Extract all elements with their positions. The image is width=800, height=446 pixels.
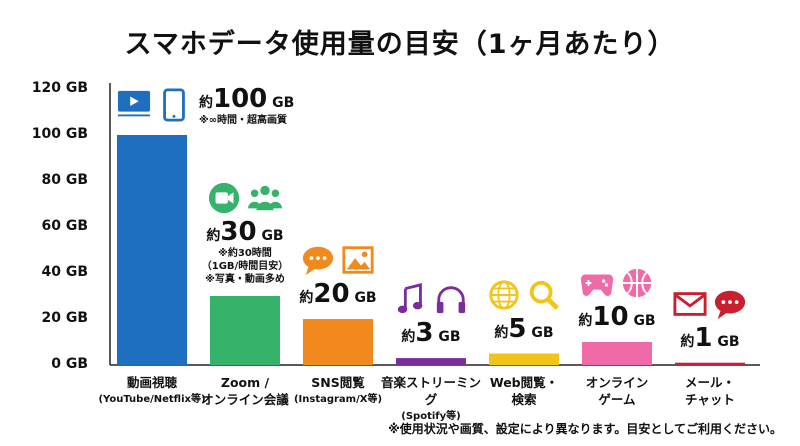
value-number: 20 bbox=[313, 279, 350, 309]
music-note-icon bbox=[397, 283, 423, 314]
x-tick-label: 音楽ストリーミング (Spotify等) bbox=[376, 374, 486, 425]
data-value: 約10 GB bbox=[547, 302, 687, 332]
category-sublabel: 検索 bbox=[511, 392, 537, 407]
data-label: 約3 GB bbox=[361, 282, 501, 348]
chat-bubble-icon bbox=[302, 246, 334, 276]
value-prefix: 約 bbox=[680, 333, 695, 350]
data-label: 約1 GB bbox=[640, 287, 780, 353]
data-value: 約100 GB bbox=[199, 84, 294, 114]
smartphone-icon bbox=[163, 88, 185, 122]
bar-2 bbox=[210, 296, 280, 365]
category-label: メール・ bbox=[684, 375, 735, 390]
people-icon bbox=[248, 185, 282, 211]
value-unit: GB bbox=[354, 290, 377, 306]
category-label: Web閲覧・ bbox=[489, 375, 559, 390]
y-tick-label: 0 GB bbox=[51, 356, 88, 372]
data-label: 約5 GB bbox=[454, 278, 594, 344]
video-camera-icon bbox=[208, 182, 240, 214]
value-unit: GB bbox=[261, 228, 284, 244]
gamepad-icon bbox=[580, 274, 614, 296]
value-unit: GB bbox=[717, 333, 740, 350]
value-number: 30 bbox=[220, 217, 257, 247]
data-value: 約5 GB bbox=[454, 314, 594, 344]
bar-5 bbox=[489, 353, 559, 365]
data-value: 約1 GB bbox=[640, 323, 780, 353]
data-note: ※約30時間 bbox=[218, 248, 272, 259]
value-number: 5 bbox=[508, 313, 527, 344]
x-tick-label: Web閲覧・ 検索 bbox=[469, 374, 579, 408]
image-icon bbox=[342, 246, 374, 274]
bar-7 bbox=[675, 362, 745, 365]
y-tick-label: 60 GB bbox=[41, 218, 88, 234]
data-note: ※∞時間・超高画質 bbox=[199, 115, 288, 126]
globe-icon bbox=[489, 279, 519, 310]
data-label: 約30 GB ※約30時間 （1GB/時間目安） ※写真・動画多め bbox=[175, 181, 315, 286]
category-label: オンライン bbox=[585, 375, 649, 390]
category-sublabel: オンライン会議 bbox=[201, 392, 289, 407]
value-unit: GB bbox=[531, 324, 554, 341]
category-label: Zoom / bbox=[220, 375, 270, 390]
data-value: 約3 GB bbox=[361, 318, 501, 348]
value-prefix: 約 bbox=[401, 329, 416, 346]
footnote: ※使用状況や画質、設定により異なります。目安としてご利用ください。 bbox=[388, 422, 782, 436]
headphones-icon bbox=[436, 286, 466, 314]
x-tick-label: メール・ チャット bbox=[655, 374, 765, 408]
value-prefix: 約 bbox=[206, 228, 221, 244]
category-label: SNS閲覧 bbox=[311, 375, 365, 390]
category-sublabel: チャット bbox=[685, 392, 735, 407]
value-number: 3 bbox=[415, 318, 434, 349]
value-prefix: 約 bbox=[199, 95, 213, 111]
y-tick-label: 100 GB bbox=[31, 126, 88, 142]
value-prefix: 約 bbox=[299, 290, 314, 306]
bar-6 bbox=[582, 342, 652, 365]
category-label: 動画視聴 bbox=[126, 375, 177, 390]
mail-icon bbox=[673, 291, 707, 316]
x-tick-label: オンライン ゲーム bbox=[562, 374, 672, 408]
x-tick-label: Zoom / オンライン会議 bbox=[190, 374, 300, 408]
value-unit: GB bbox=[272, 95, 295, 111]
data-value: 約20 GB bbox=[268, 279, 408, 309]
category-label: 音楽ストリーミング bbox=[380, 375, 481, 407]
y-tick-label: 40 GB bbox=[41, 264, 88, 280]
y-tick-label: 20 GB bbox=[41, 310, 88, 326]
chat-bubble-icon bbox=[714, 290, 746, 319]
basketball-icon bbox=[622, 268, 652, 298]
magnifier-icon bbox=[529, 280, 559, 310]
value-number: 100 bbox=[213, 84, 268, 114]
category-sublabel: (Instagram/X等) bbox=[293, 394, 383, 405]
y-tick-label: 120 GB bbox=[31, 80, 88, 96]
category-sublabel: (Spotify等) bbox=[401, 411, 461, 422]
category-sublabel: ゲーム bbox=[598, 392, 636, 407]
category-sublabel: (YouTube/Netflix等) bbox=[98, 394, 206, 405]
bar-1 bbox=[117, 135, 187, 365]
value-unit: GB bbox=[633, 313, 656, 329]
value-prefix: 約 bbox=[578, 313, 593, 329]
data-note: ※写真・動画多め bbox=[205, 274, 285, 285]
bar-3 bbox=[303, 319, 373, 365]
value-number: 1 bbox=[694, 322, 713, 353]
chart-title: スマホデータ使用量の目安（1ヶ月あたり） bbox=[124, 29, 676, 60]
bar-4 bbox=[396, 358, 466, 365]
data-value: 約30 GB bbox=[175, 217, 315, 247]
value-number: 10 bbox=[592, 302, 629, 332]
data-label: 約10 GB bbox=[547, 266, 687, 332]
video-player-icon bbox=[117, 90, 151, 117]
value-prefix: 約 bbox=[494, 324, 509, 341]
x-tick-label: SNS閲覧 (Instagram/X等) bbox=[283, 374, 393, 408]
data-note: （1GB/時間目安） bbox=[201, 261, 289, 272]
value-unit: GB bbox=[438, 329, 461, 346]
y-tick-label: 80 GB bbox=[41, 172, 88, 188]
x-tick-label: 動画視聴 (YouTube/Netflix等) bbox=[97, 374, 207, 408]
data-label: 約100 GB ※∞時間・超高画質 bbox=[117, 84, 377, 127]
data-label: 約20 GB bbox=[268, 243, 408, 309]
